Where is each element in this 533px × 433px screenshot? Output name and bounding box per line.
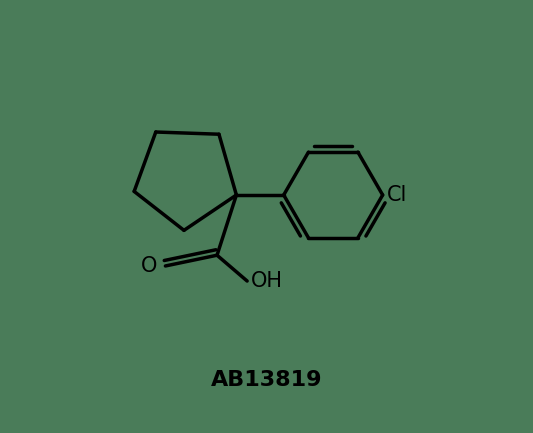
Text: O: O: [141, 256, 158, 276]
Text: OH: OH: [251, 271, 282, 291]
Text: AB13819: AB13819: [211, 370, 322, 390]
Text: Cl: Cl: [387, 185, 407, 205]
